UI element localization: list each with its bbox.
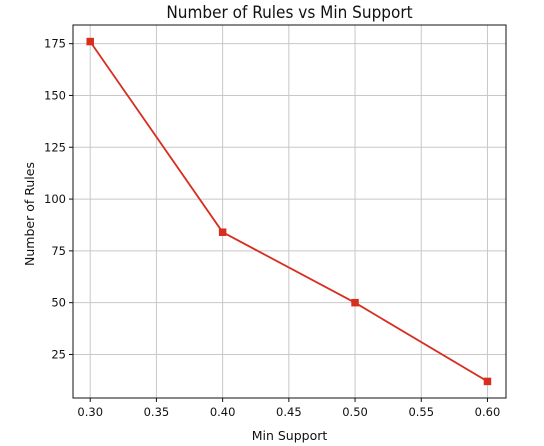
data-point xyxy=(219,228,227,236)
x-tick-label: 0.55 xyxy=(408,405,434,419)
x-tick-label: 0.60 xyxy=(475,405,501,419)
x-tick-label: 0.30 xyxy=(77,405,103,419)
y-tick-label: 75 xyxy=(51,244,66,258)
y-tick-label: 25 xyxy=(51,347,66,361)
y-tick-label: 150 xyxy=(44,88,66,102)
y-tick-label: 50 xyxy=(51,296,66,310)
data-point xyxy=(86,38,94,46)
y-tick-label: 100 xyxy=(44,192,66,206)
plot-frame xyxy=(73,25,506,398)
x-tick-label: 0.50 xyxy=(342,405,368,419)
data-point xyxy=(484,378,492,386)
ticks: 0.30 0.35 0.40 0.45 0.50 0.55 0.60 25 50 75 100 125… xyxy=(44,37,500,419)
y-tick-label: 125 xyxy=(44,140,66,154)
x-tick-label: 0.35 xyxy=(144,405,170,419)
grid xyxy=(73,25,506,398)
y-axis-label: Number of Rules xyxy=(22,162,37,266)
chart-title: Number of Rules vs Min Support xyxy=(166,3,412,23)
axes xyxy=(73,25,506,398)
data-point xyxy=(351,299,359,307)
x-tick-label: 0.40 xyxy=(210,405,236,419)
y-tick-label: 175 xyxy=(44,37,66,51)
x-tick-label: 0.45 xyxy=(276,405,302,419)
x-axis-label: Min Support xyxy=(252,428,328,443)
